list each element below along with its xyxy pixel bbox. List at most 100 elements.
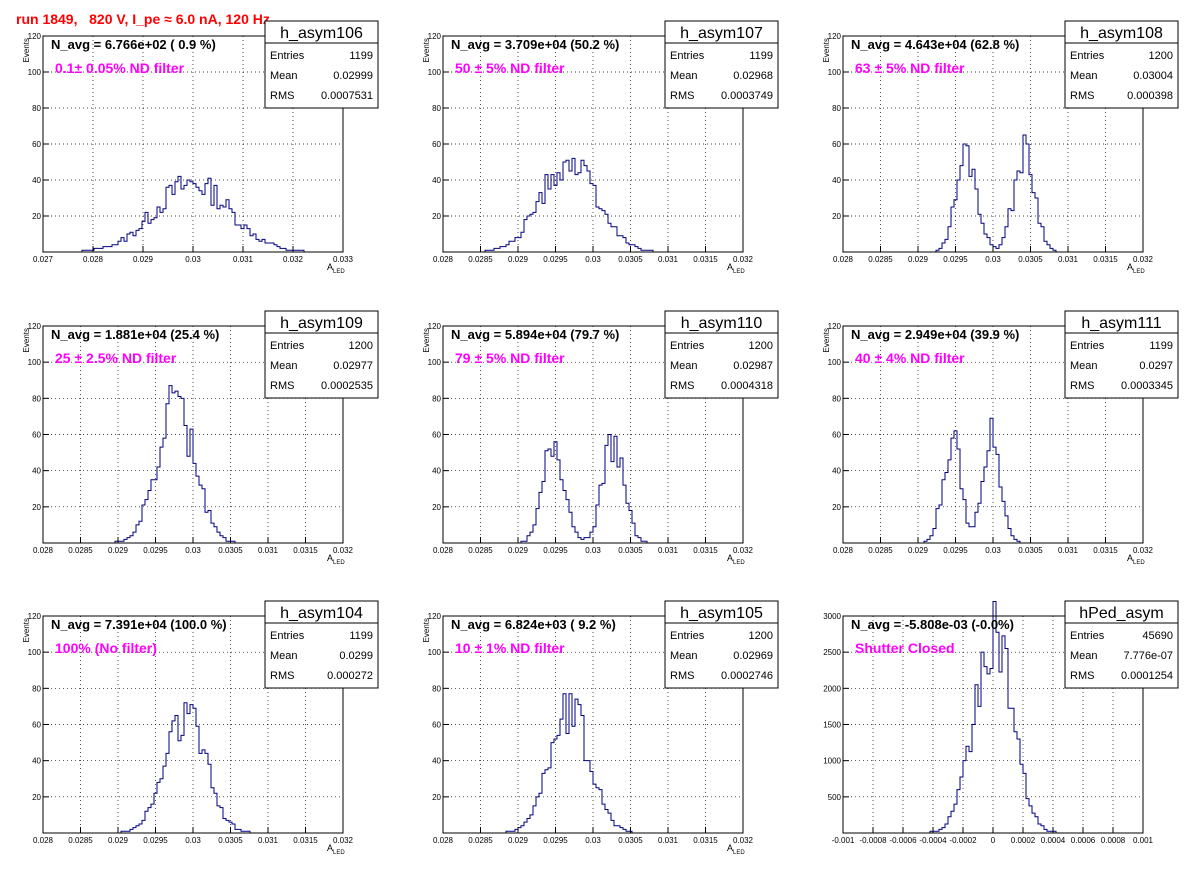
y-tick-label: 40 [32,467,41,476]
y-tick-label: 60 [432,140,441,149]
histogram-panel: -0.001 -0.0008 -0.0006 -0.0004 -0.0002 0 0.000… [823,600,1179,845]
y-tick-label: 2000 [823,684,841,693]
stats-label: Mean [1070,360,1098,372]
x-tick-label: 0.029 [908,255,929,264]
y-tick-label: 80 [432,684,441,693]
x-tick-label: 0.032 [733,836,754,845]
y-tick-label: 60 [32,431,41,440]
y-tick-label: 100 [28,68,42,77]
x-tick-label: 0.031 [258,546,279,555]
y-tick-label: 40 [432,467,441,476]
histogram-panel: 0.028 0.0285 0.029 0.0295 0.03 0.0305 0.031 0.0… [422,310,779,566]
x-tick-label: 0.031 [258,836,279,845]
y-tick-label: 100 [28,648,42,657]
y-tick-label: 100 [428,648,442,657]
x-tick-label: 0.031 [1058,546,1079,555]
y-tick-label: 40 [832,467,841,476]
stats-label: RMS [1070,670,1094,682]
filter-annotation: Shutter Closed [855,640,955,656]
stats-value: 0.0297 [1139,360,1173,372]
x-tick-label: -0.001 [832,836,855,845]
x-tick-label: 0.028 [33,836,54,845]
stats-value: 0.0299 [339,650,373,662]
stats-value: 0.02969 [733,650,773,662]
stats-label: Mean [270,650,298,662]
stats-label: Entries [670,340,705,352]
y-tick-label: 120 [428,612,442,621]
x-tick-label: 0.029 [108,546,129,555]
x-tick-label: 0.0305 [618,255,643,264]
stats-value: 1199 [349,50,373,62]
navg-title: N_avg = 1.881e+04 (25.4 %) [51,327,219,342]
histogram-panel: 0.027 0.028 0.029 0.03 0.031 0.032 0.033 20 40 60… [22,20,379,275]
x-tick-label: 0.03 [185,546,201,555]
x-tick-label: 0.028 [833,255,854,264]
y-tick-label: 2500 [823,648,841,657]
y-tick-label: 120 [428,32,442,41]
filter-annotation: 63 ± 5% ND filter [855,60,965,76]
x-tick-label: 0.0285 [468,836,493,845]
y-tick-label: 60 [432,721,441,730]
y-axis-title: Events [22,328,31,352]
y-tick-label: 60 [432,431,441,440]
x-tick-label: 0 [991,836,996,845]
stats-hist-name: h_asym104 [280,605,363,622]
x-tick-label: 0.028 [833,546,854,555]
y-tick-label: 120 [828,32,842,41]
navg-title: N_avg = 6.766e+02 ( 0.9 %) [51,37,216,52]
x-tick-label: 0.029 [508,546,529,555]
navg-title: N_avg = -5.808e-03 (-0.0%) [851,617,1014,632]
navg-title: N_avg = 5.894e+04 (79.7 %) [451,327,619,342]
filter-annotation: 79 ± 5% ND filter [455,350,565,366]
x-tick-label: 0.031 [658,546,679,555]
y-tick-label: 60 [32,721,41,730]
x-tick-label: 0.028 [433,255,454,264]
x-tick-label: 0.027 [33,255,54,264]
x-tick-label: 0.031 [1058,255,1079,264]
stats-value: 0.0004318 [721,380,773,392]
x-tick-label: 0.032 [283,255,304,264]
x-tick-label: 0.0295 [143,546,168,555]
stats-label: RMS [1070,90,1094,102]
y-tick-label: 80 [32,684,41,693]
histogram-panel: 0.028 0.0285 0.029 0.0295 0.03 0.0305 0.031 0.0… [22,600,379,856]
y-axis-title: Events [22,618,31,642]
histogram-panel: 0.028 0.0285 0.029 0.0295 0.03 0.0305 0.031 0.0… [422,20,779,275]
filter-annotation: 100% (No filter) [55,640,157,656]
x-tick-label: 0.03 [185,836,201,845]
y-tick-label: 20 [432,503,441,512]
x-tick-label: 0.029 [508,836,529,845]
x-tick-label: 0.03 [585,255,601,264]
y-tick-label: 20 [432,212,441,221]
x-tick-label: 0.0285 [868,546,893,555]
x-tick-label: 0.0315 [293,546,318,555]
x-tick-label: 0.0295 [543,546,568,555]
y-tick-label: 100 [428,358,442,367]
x-tick-label: 0.0008 [1101,836,1126,845]
x-tick-label: 0.0285 [68,836,93,845]
x-tick-label: 0.033 [333,255,354,264]
y-tick-label: 40 [32,176,41,185]
x-tick-label: 0.0285 [468,255,493,264]
navg-title: N_avg = 7.391e+04 (100.0 %) [51,617,227,632]
x-tick-label: 0.028 [433,546,454,555]
histogram-series [843,417,1143,544]
navg-title: N_avg = 3.709e+04 (50.2 %) [451,37,619,52]
x-tick-label: 0.0305 [1018,255,1043,264]
stats-label: Mean [1070,650,1098,662]
x-tick-label: 0.0315 [293,836,318,845]
y-tick-label: 80 [32,394,41,403]
x-tick-label: 0.032 [333,836,354,845]
x-tick-label: 0.032 [1133,546,1154,555]
histogram-series [43,385,343,544]
stats-box [1064,20,1179,109]
stats-label: Entries [1070,50,1105,62]
x-tick-label: -0.0006 [889,836,917,845]
stats-value: 0.000398 [1127,90,1173,102]
stats-value: 1200 [749,630,773,642]
y-tick-label: 120 [828,322,842,331]
x-tick-label: 0.0305 [218,836,243,845]
y-axis-title: Events [422,38,431,62]
stats-label: Mean [670,360,698,372]
stats-value: 0.0002746 [721,670,773,682]
